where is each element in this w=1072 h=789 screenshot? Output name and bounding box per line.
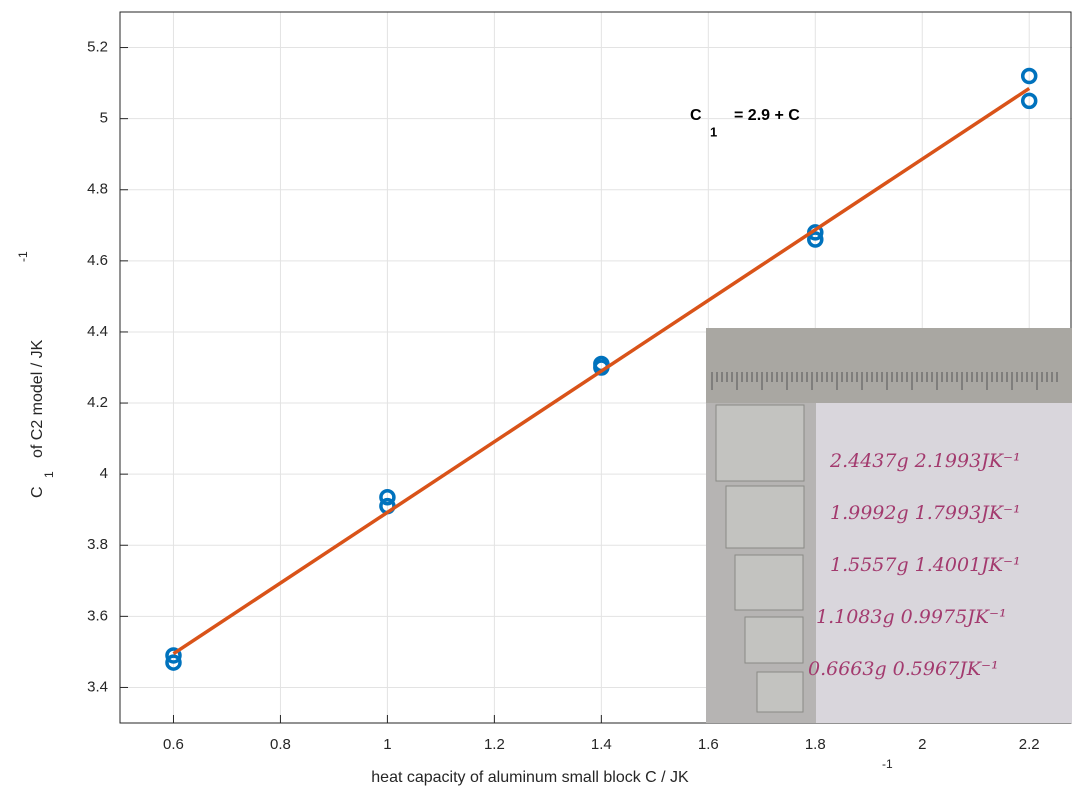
x-axis-label: heat capacity of aluminum small block C …: [371, 769, 689, 786]
x-tick-label: 1.4: [591, 736, 612, 753]
y-tick-label: 3.6: [87, 607, 108, 624]
y-axis-label-sub: 1: [42, 471, 56, 478]
y-tick-label: 4: [100, 465, 108, 482]
y-tick-label: 4.8: [87, 181, 108, 198]
ruler: [706, 328, 1072, 403]
y-tick-label: 5.2: [87, 39, 108, 56]
annotation-sub: 1: [710, 124, 717, 139]
y-tick-label: 3.4: [87, 678, 108, 695]
y-axis-label: of C2 model / JK: [29, 339, 46, 458]
photo-label: 1.9992g 1.7993JK⁻¹: [830, 502, 1021, 524]
y-axis-label: C: [29, 486, 46, 498]
inset-photo: 2.4437g 2.1993JK⁻¹ 1.9992g 1.7993JK⁻¹ 1.55…: [706, 328, 1072, 723]
data-point: [165, 647, 182, 664]
metal-block: [725, 485, 805, 549]
data-point: [1020, 67, 1038, 85]
y-tick-label: 3.8: [87, 536, 108, 553]
x-tick-label: 1.8: [805, 736, 826, 753]
x-tick-label: 1.2: [484, 736, 505, 753]
photo-label: 0.6663g 0.5967JK⁻¹: [808, 658, 999, 680]
data-point: [807, 231, 824, 248]
x-tick-label: 2: [918, 736, 926, 753]
annotation: = 2.9 + C: [734, 107, 800, 124]
y-tick-label: 5: [100, 110, 108, 127]
y-axis-label-sup: -1: [16, 251, 30, 262]
photo-label: 1.1083g 0.9975JK⁻¹: [816, 606, 1007, 628]
data-point: [165, 654, 182, 671]
metal-block: [734, 554, 804, 611]
fit-line: [172, 86, 1031, 656]
x-tick-label: 1: [383, 736, 391, 753]
x-tick-label: 2.2: [1019, 736, 1040, 753]
data-point: [379, 489, 396, 506]
metal-block: [744, 616, 804, 664]
data-point: [1020, 92, 1038, 110]
x-tick-label: 0.8: [270, 736, 291, 753]
photo-label: 1.5557g 1.4001JK⁻¹: [830, 554, 1021, 576]
y-tick-label: 4.2: [87, 394, 108, 411]
x-axis-label-sup: -1: [882, 757, 893, 771]
y-tick-label: 4.4: [87, 323, 108, 340]
y-tick-label: 4.6: [87, 252, 108, 269]
x-tick-label: 0.6: [163, 736, 184, 753]
y-axis-label: C 1 of C2 model / JK -1: [16, 251, 56, 498]
metal-block: [756, 671, 804, 713]
metal-block: [715, 404, 805, 482]
photo-label: 2.4437g 2.1993JK⁻¹: [829, 450, 1021, 472]
x-tick-label: 1.6: [698, 736, 719, 753]
annotation: C: [690, 107, 702, 124]
